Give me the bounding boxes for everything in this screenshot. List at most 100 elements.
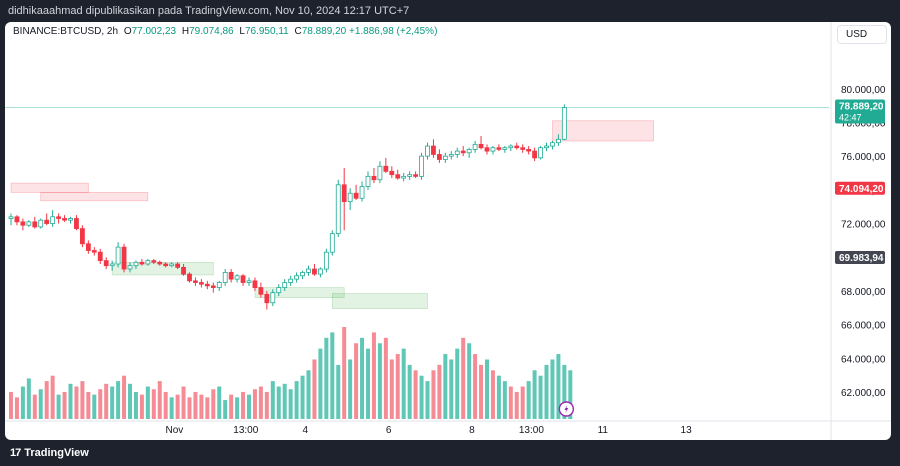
candle-body[interactable] (26, 221, 32, 226)
candle-body[interactable] (234, 275, 240, 280)
candle-body[interactable] (550, 142, 555, 147)
candle-body[interactable] (62, 218, 67, 221)
candle-body[interactable] (365, 175, 371, 187)
candle-body[interactable] (526, 149, 532, 152)
candle-body[interactable] (329, 233, 335, 253)
candle-body[interactable] (389, 170, 395, 176)
candle-body[interactable] (139, 261, 145, 265)
candle-body[interactable] (187, 273, 192, 282)
candle-body[interactable] (556, 138, 561, 144)
candle-body[interactable] (204, 283, 210, 287)
candle-body[interactable] (276, 287, 282, 294)
candle-body[interactable] (436, 154, 442, 160)
candle-body[interactable] (401, 175, 407, 179)
candle-body[interactable] (240, 275, 246, 283)
supply-zone[interactable] (10, 182, 89, 193)
candle-body[interactable] (193, 280, 198, 283)
candle-body[interactable] (157, 261, 163, 265)
candle-body[interactable] (442, 155, 448, 160)
demand-zone[interactable] (331, 293, 428, 309)
red-level-badge[interactable] (835, 181, 885, 195)
last-price-badge[interactable] (835, 99, 885, 124)
candle-body[interactable] (413, 174, 419, 177)
candle-body[interactable] (8, 216, 14, 219)
currency-button[interactable]: USD (837, 25, 887, 44)
candle-body[interactable] (520, 147, 526, 150)
candle-body[interactable] (306, 268, 311, 273)
candle-body[interactable] (181, 266, 186, 275)
candle-body[interactable] (466, 149, 472, 154)
candle-body[interactable] (561, 107, 567, 140)
candle-body[interactable] (312, 268, 317, 275)
candle-body[interactable] (377, 165, 383, 181)
candle-body[interactable] (133, 261, 139, 267)
demand-zone[interactable] (254, 287, 345, 298)
candle-body[interactable] (97, 251, 103, 262)
candle-body[interactable] (50, 216, 56, 224)
candle-body[interactable] (496, 147, 502, 150)
candle-body[interactable] (127, 265, 133, 270)
candle-body[interactable] (532, 150, 537, 159)
candle-body[interactable] (14, 216, 20, 223)
demand-zone[interactable] (111, 262, 214, 276)
candle-body[interactable] (288, 278, 294, 283)
candlestick-chart[interactable]: 62.000,0064.000,0066.000,0068.000,0070.0… (5, 22, 891, 440)
candle-body[interactable] (448, 154, 454, 157)
candle-body[interactable] (317, 268, 323, 275)
candle-body[interactable] (395, 174, 401, 179)
candle-body[interactable] (169, 263, 175, 267)
candle-body[interactable] (282, 282, 288, 288)
candle-body[interactable] (347, 192, 353, 203)
candle-body[interactable] (32, 221, 38, 228)
candle-body[interactable] (115, 246, 121, 265)
candle-body[interactable] (145, 260, 151, 265)
candle-body[interactable] (359, 186, 365, 199)
supply-zone[interactable] (552, 120, 654, 142)
candle-body[interactable] (151, 260, 157, 263)
supply-zone[interactable] (40, 192, 149, 202)
tradingview-brand[interactable]: 17 TradingView (10, 447, 89, 459)
candle-body[interactable] (341, 184, 347, 203)
candle-body[interactable] (246, 280, 252, 283)
candle-body[interactable] (294, 275, 300, 280)
candle-body[interactable] (508, 145, 514, 149)
candle-body[interactable] (163, 263, 169, 267)
candle-body[interactable] (383, 165, 389, 172)
candle-body[interactable] (44, 219, 50, 224)
candle-body[interactable] (300, 272, 305, 277)
candle-body[interactable] (198, 282, 204, 285)
candle-body[interactable] (103, 260, 109, 267)
candle-body[interactable] (121, 246, 127, 270)
candle-body[interactable] (335, 184, 341, 235)
candle-body[interactable] (175, 263, 181, 268)
candle-body[interactable] (460, 150, 466, 154)
candle-body[interactable] (323, 251, 329, 270)
candle-body[interactable] (252, 280, 258, 288)
candle-body[interactable] (431, 145, 436, 155)
candle-body[interactable] (484, 147, 490, 152)
candle-body[interactable] (353, 192, 359, 199)
candle-body[interactable] (478, 143, 484, 149)
candle-body[interactable] (425, 145, 430, 157)
candle-body[interactable] (270, 292, 276, 304)
candle-body[interactable] (419, 155, 424, 177)
candle-body[interactable] (407, 174, 413, 177)
candle-body[interactable] (490, 147, 496, 152)
candle-body[interactable] (544, 145, 549, 149)
chart-panel[interactable]: 62.000,0064.000,0066.000,0068.000,0070.0… (5, 22, 891, 440)
candle-body[interactable] (85, 243, 91, 251)
candle-body[interactable] (109, 263, 115, 267)
candle-body[interactable] (371, 175, 377, 181)
candle-body[interactable] (454, 150, 460, 155)
candle-body[interactable] (91, 250, 97, 253)
candle-body[interactable] (258, 287, 264, 295)
candle-body[interactable] (20, 221, 26, 226)
candle-body[interactable] (216, 282, 222, 288)
candle-body[interactable] (80, 228, 85, 245)
candle-body[interactable] (264, 293, 270, 304)
candle-body[interactable] (38, 219, 44, 228)
candle-body[interactable] (472, 143, 478, 150)
candle-body[interactable] (228, 272, 234, 280)
candle-body[interactable] (538, 147, 543, 159)
gray-level-badge[interactable] (835, 251, 885, 265)
